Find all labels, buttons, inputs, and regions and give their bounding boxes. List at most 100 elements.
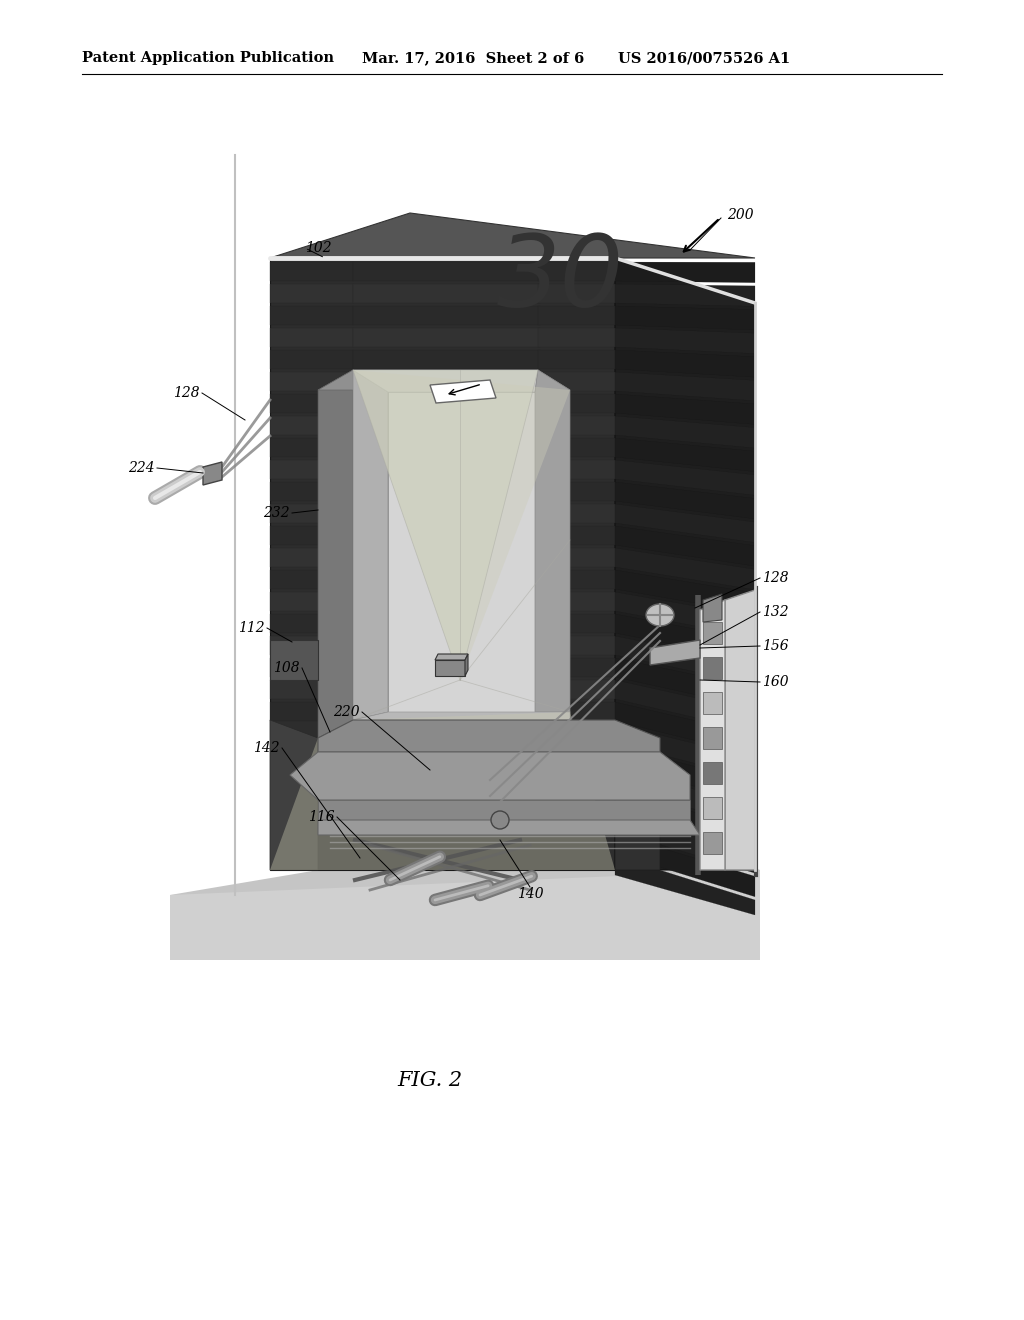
Polygon shape — [703, 594, 722, 622]
Polygon shape — [203, 462, 222, 484]
Polygon shape — [538, 548, 615, 568]
Text: 132: 132 — [762, 605, 788, 619]
Polygon shape — [270, 459, 353, 479]
Text: 200: 200 — [727, 209, 754, 222]
Polygon shape — [615, 416, 755, 447]
Polygon shape — [538, 636, 615, 655]
Polygon shape — [615, 789, 755, 850]
Polygon shape — [538, 350, 615, 370]
Text: 30: 30 — [497, 231, 624, 329]
Polygon shape — [388, 392, 535, 711]
Polygon shape — [615, 746, 755, 803]
Polygon shape — [615, 636, 755, 684]
Polygon shape — [703, 622, 722, 644]
Polygon shape — [615, 350, 755, 378]
Polygon shape — [538, 438, 615, 457]
Polygon shape — [615, 570, 755, 614]
Polygon shape — [270, 372, 353, 391]
Text: FIG. 2: FIG. 2 — [397, 1071, 463, 1089]
Circle shape — [490, 810, 509, 829]
Polygon shape — [353, 370, 538, 392]
Polygon shape — [725, 590, 755, 870]
Text: 116: 116 — [308, 810, 335, 824]
Text: 160: 160 — [762, 675, 788, 689]
Polygon shape — [318, 719, 660, 752]
Polygon shape — [615, 393, 755, 425]
Polygon shape — [535, 370, 570, 711]
Polygon shape — [290, 752, 690, 800]
Polygon shape — [318, 370, 353, 738]
Polygon shape — [170, 820, 760, 960]
Polygon shape — [538, 591, 615, 611]
Polygon shape — [538, 570, 615, 589]
Polygon shape — [318, 820, 700, 836]
Text: 224: 224 — [128, 461, 155, 475]
Polygon shape — [353, 261, 540, 281]
Polygon shape — [538, 416, 615, 436]
Polygon shape — [538, 702, 615, 721]
Polygon shape — [615, 372, 755, 401]
Text: Mar. 17, 2016  Sheet 2 of 6: Mar. 17, 2016 Sheet 2 of 6 — [362, 51, 585, 65]
Polygon shape — [615, 261, 755, 282]
Polygon shape — [270, 284, 353, 304]
Polygon shape — [703, 762, 722, 784]
Text: 142: 142 — [253, 741, 280, 755]
Polygon shape — [270, 711, 615, 870]
Polygon shape — [615, 614, 755, 660]
Polygon shape — [538, 525, 615, 545]
Polygon shape — [615, 855, 755, 915]
Polygon shape — [270, 438, 353, 457]
Polygon shape — [615, 257, 755, 870]
Polygon shape — [318, 370, 570, 389]
Polygon shape — [270, 548, 353, 568]
Polygon shape — [538, 614, 615, 634]
Polygon shape — [430, 380, 496, 403]
Polygon shape — [270, 702, 353, 721]
Polygon shape — [615, 306, 755, 330]
Polygon shape — [615, 812, 755, 873]
Polygon shape — [270, 213, 755, 257]
Polygon shape — [538, 657, 615, 677]
Polygon shape — [615, 504, 755, 543]
Polygon shape — [435, 653, 468, 660]
Polygon shape — [650, 640, 700, 665]
Polygon shape — [353, 284, 540, 304]
Polygon shape — [353, 350, 540, 370]
Polygon shape — [435, 660, 465, 676]
Text: 128: 128 — [762, 572, 788, 585]
Polygon shape — [615, 591, 755, 638]
Polygon shape — [353, 370, 538, 680]
Polygon shape — [270, 525, 353, 545]
Polygon shape — [270, 306, 353, 325]
Polygon shape — [270, 657, 353, 677]
Polygon shape — [538, 482, 615, 502]
Polygon shape — [615, 768, 755, 826]
Polygon shape — [538, 459, 615, 479]
Polygon shape — [270, 719, 318, 870]
Polygon shape — [270, 591, 353, 611]
Text: 112: 112 — [239, 620, 265, 635]
Polygon shape — [615, 723, 755, 779]
Polygon shape — [270, 327, 353, 347]
Polygon shape — [270, 504, 353, 523]
Polygon shape — [353, 327, 540, 347]
Polygon shape — [353, 370, 570, 680]
Polygon shape — [318, 800, 690, 820]
Polygon shape — [615, 327, 755, 354]
Text: 232: 232 — [263, 506, 290, 520]
Polygon shape — [270, 416, 353, 436]
Polygon shape — [538, 504, 615, 523]
Polygon shape — [615, 459, 755, 495]
Polygon shape — [465, 653, 468, 676]
Polygon shape — [703, 692, 722, 714]
Polygon shape — [615, 438, 755, 471]
Polygon shape — [270, 636, 353, 655]
Text: Patent Application Publication: Patent Application Publication — [82, 51, 334, 65]
Polygon shape — [538, 327, 615, 347]
Polygon shape — [270, 350, 353, 370]
Text: 128: 128 — [173, 385, 200, 400]
Text: 156: 156 — [762, 639, 788, 653]
Polygon shape — [615, 719, 660, 870]
Polygon shape — [703, 727, 722, 748]
Polygon shape — [538, 306, 615, 325]
